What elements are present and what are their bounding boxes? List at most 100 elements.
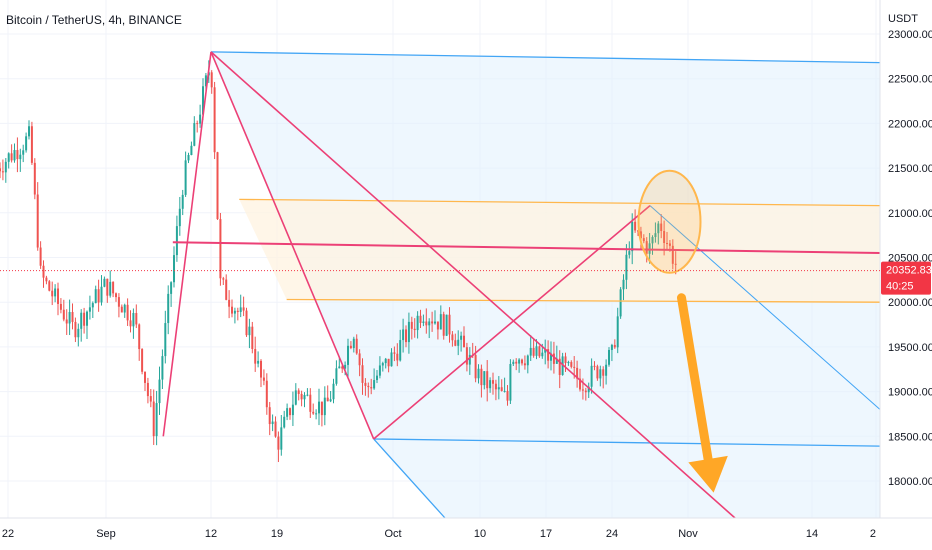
price-tick-label: 19000.00	[888, 387, 932, 399]
candle-body	[367, 385, 370, 388]
candle-body	[173, 255, 176, 283]
price-axis-ticks: 23000.00 22500.00 22000.00 21500.00 21000.00…	[888, 29, 932, 488]
candle-body	[431, 321, 434, 324]
candle-body	[451, 334, 454, 341]
time-axis-panel[interactable]	[0, 518, 880, 550]
candle-body	[416, 315, 419, 331]
candle-body	[216, 152, 219, 220]
candle-body	[552, 353, 555, 364]
candle-body	[242, 307, 245, 311]
last-price-badge: 20352.83 40:25	[0, 261, 932, 295]
candle-body	[628, 251, 631, 255]
candle-body	[51, 290, 54, 297]
candle-body	[210, 72, 213, 88]
candle-body	[170, 282, 173, 294]
candle-body	[425, 321, 428, 326]
candle-body	[564, 356, 567, 364]
candle-body	[671, 245, 674, 264]
candle-body	[410, 321, 413, 329]
candle-body	[236, 310, 239, 312]
candle-body	[579, 378, 582, 390]
candle-body	[202, 86, 205, 115]
candle-body	[608, 349, 611, 365]
candle-body	[199, 114, 202, 124]
candle-body	[283, 416, 286, 428]
candle-body	[33, 162, 36, 195]
candle-body	[115, 293, 118, 298]
candle-body	[257, 360, 260, 364]
candle-body	[254, 349, 257, 364]
candle-body	[494, 383, 497, 390]
candle-body	[117, 297, 120, 307]
candle-body	[468, 354, 471, 365]
candle-body	[88, 307, 91, 312]
time-axis-ticks: 22 Sep 12 19 Oct 10 17 24 Nov 14 2	[2, 528, 876, 540]
candle-body	[286, 408, 289, 417]
candle-body	[654, 233, 657, 238]
candle-body	[622, 279, 625, 290]
candle-body	[361, 365, 364, 383]
candle-body	[48, 281, 51, 291]
candle-body	[39, 247, 42, 266]
candle-body	[396, 353, 399, 361]
candle-body	[135, 312, 138, 325]
candle-body	[161, 356, 164, 380]
candle-body	[181, 194, 184, 209]
candle-body	[457, 339, 460, 346]
candle-body	[442, 314, 445, 336]
candles-layer	[0, 60, 677, 463]
candle-body	[506, 390, 509, 401]
candle-body	[219, 219, 222, 279]
candle-body	[109, 281, 112, 296]
candle-body	[306, 394, 309, 396]
candle-body	[523, 363, 526, 366]
candle-body	[465, 347, 468, 365]
candle-body	[428, 321, 431, 326]
candle-body	[489, 380, 492, 389]
pink-level-line	[172, 241, 881, 255]
pink-leg-up	[162, 51, 212, 437]
symbol-title: Bitcoin / TetherUS, 4h, BINANCE	[6, 13, 182, 27]
price-tick-label: 22500.00	[888, 74, 932, 86]
candle-body	[405, 329, 408, 343]
candle-body	[581, 389, 584, 391]
candle-body	[344, 364, 347, 369]
candle-body	[103, 278, 106, 287]
candle-body	[36, 194, 39, 248]
candle-body	[86, 311, 89, 326]
candle-body	[483, 371, 486, 386]
candle-body	[309, 394, 312, 412]
candle-body	[509, 364, 512, 401]
last-price-badge-box	[881, 261, 931, 295]
candle-body	[381, 363, 384, 366]
candle-body	[492, 380, 495, 384]
price-unit-label: USDT	[888, 13, 918, 25]
candle-body	[271, 421, 274, 425]
candle-body	[567, 362, 570, 364]
candle-body	[341, 366, 344, 369]
pitchfork-mid-line	[373, 438, 881, 447]
candle-body	[518, 359, 521, 364]
candle-body	[300, 393, 303, 400]
candle-body	[22, 150, 25, 155]
candle-body	[413, 328, 416, 331]
candle-body	[294, 390, 297, 405]
price-tick-label: 23000.00	[888, 29, 932, 41]
candle-body	[642, 238, 645, 242]
candle-body	[68, 312, 71, 324]
candle-body	[0, 168, 2, 172]
candle-body	[196, 123, 199, 125]
candle-body	[558, 358, 561, 375]
candle-body	[373, 380, 376, 389]
candle-body	[674, 263, 677, 265]
candle-body	[550, 353, 553, 361]
pitchfork-top-line	[210, 51, 881, 64]
orange-band-top-line	[239, 198, 881, 207]
candle-body	[152, 401, 155, 437]
candle-body	[16, 150, 19, 160]
candle-body	[657, 223, 660, 234]
last-price-value: 20352.83	[886, 265, 932, 277]
candle-body	[138, 324, 141, 350]
price-tick-label: 18500.00	[888, 431, 932, 443]
